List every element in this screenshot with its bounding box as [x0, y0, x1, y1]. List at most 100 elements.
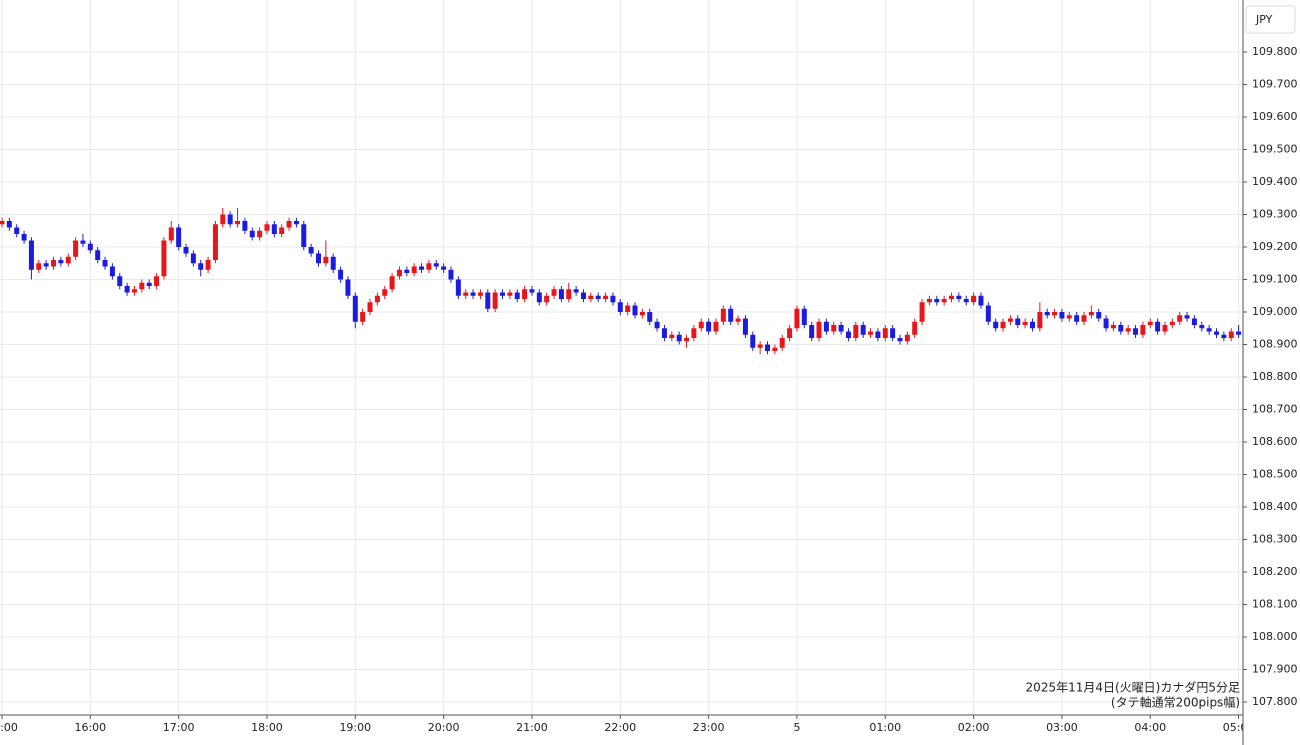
y-tick-label: 108.700	[1252, 403, 1298, 416]
candle-body	[647, 312, 653, 322]
y-tick-label: 109.700	[1252, 78, 1298, 91]
candle-body	[772, 347, 778, 351]
candle-body	[227, 214, 233, 225]
candle-body	[404, 269, 410, 273]
candle-body	[904, 334, 910, 342]
candle-body	[242, 221, 248, 231]
candle-body	[87, 243, 93, 251]
candle-body	[897, 338, 903, 342]
candle-body	[1037, 312, 1043, 329]
candle-body	[345, 279, 351, 296]
annotation: (タテ軸通常200pips幅)	[1111, 695, 1240, 710]
candle-body	[868, 331, 874, 335]
candle-body	[28, 240, 34, 270]
candle-body	[735, 318, 741, 322]
x-tick-label: 17:00	[163, 721, 195, 734]
candle-body	[1022, 321, 1028, 325]
candle-body	[271, 224, 277, 234]
candle-body	[389, 276, 395, 290]
currency-label: JPY	[1255, 13, 1273, 26]
candle-body	[794, 308, 800, 329]
candle-body	[845, 331, 851, 338]
candle-body	[949, 295, 955, 299]
candle-body	[779, 338, 785, 348]
x-tick-label: 01:00	[869, 721, 901, 734]
candle-body	[684, 338, 690, 342]
candle-body	[787, 328, 793, 338]
candle-body	[1125, 328, 1131, 332]
candle-body	[1236, 331, 1242, 335]
candle-body	[419, 266, 425, 270]
candle-body	[1081, 315, 1087, 322]
x-tick-label: 20:00	[428, 721, 460, 734]
candle-body	[205, 260, 211, 270]
candle-body	[43, 263, 49, 267]
candle-body	[963, 299, 969, 303]
candle-body	[21, 234, 27, 241]
candle-body	[80, 240, 86, 244]
y-tick-label: 109.300	[1252, 208, 1298, 221]
y-tick-label: 109.800	[1252, 45, 1298, 58]
y-tick-label: 107.800	[1252, 695, 1298, 708]
candle-body	[978, 295, 984, 306]
y-tick-label: 109.000	[1252, 305, 1298, 318]
candle-body	[1169, 321, 1175, 325]
candle-body	[566, 289, 572, 299]
candle-body	[993, 321, 999, 329]
candle-body	[1052, 312, 1058, 316]
candle-body	[382, 289, 388, 296]
candle-body	[698, 321, 704, 329]
x-tick-label: 21:00	[516, 721, 548, 734]
candle-body	[95, 250, 101, 260]
candle-body	[1044, 312, 1050, 316]
candle-body	[257, 230, 263, 238]
candle-body	[51, 260, 57, 267]
y-tick-label: 108.500	[1252, 468, 1298, 481]
candle-body	[485, 292, 491, 309]
candle-body	[65, 256, 71, 264]
x-tick-label: 02:00	[958, 721, 990, 734]
candle-body	[1228, 331, 1234, 338]
candle-body	[728, 308, 734, 322]
candle-body	[286, 221, 292, 228]
candle-body	[551, 289, 557, 296]
candle-body	[956, 295, 962, 299]
candle-body	[801, 308, 807, 325]
candle-body	[669, 334, 675, 338]
candle-body	[1103, 318, 1109, 329]
candle-body	[293, 221, 299, 225]
candle-body	[919, 302, 925, 322]
candle-body	[595, 295, 601, 299]
candle-body	[536, 292, 542, 303]
candle-body	[617, 302, 623, 312]
candle-body	[558, 289, 564, 299]
candle-body	[838, 325, 844, 332]
x-tick-label: 18:00	[251, 721, 283, 734]
candle-body	[823, 321, 829, 332]
y-tick-label: 109.200	[1252, 240, 1298, 253]
y-tick-label: 108.400	[1252, 500, 1298, 513]
candle-body	[455, 279, 461, 296]
candle-body	[301, 224, 307, 247]
candle-body	[1133, 328, 1139, 335]
candle-body	[1184, 315, 1190, 319]
candle-body	[73, 240, 79, 257]
y-axis: 107.800 107.900 108.000 108.100 108.200 108.3…	[1243, 45, 1298, 708]
candle-body	[1074, 315, 1080, 322]
candle-body	[934, 299, 940, 303]
candle-body	[713, 321, 719, 332]
candle-body	[448, 269, 454, 280]
candle-body	[441, 266, 447, 270]
candle-body	[985, 305, 991, 322]
candle-body	[610, 295, 616, 303]
candle-body	[529, 289, 535, 293]
candle-body	[1007, 318, 1013, 322]
candle-body	[1110, 325, 1116, 329]
candle-body	[161, 240, 167, 277]
candle-body	[198, 263, 204, 270]
candle-body	[1000, 321, 1006, 329]
x-tick-label: 15:00	[0, 721, 18, 734]
candle-body	[183, 247, 189, 254]
